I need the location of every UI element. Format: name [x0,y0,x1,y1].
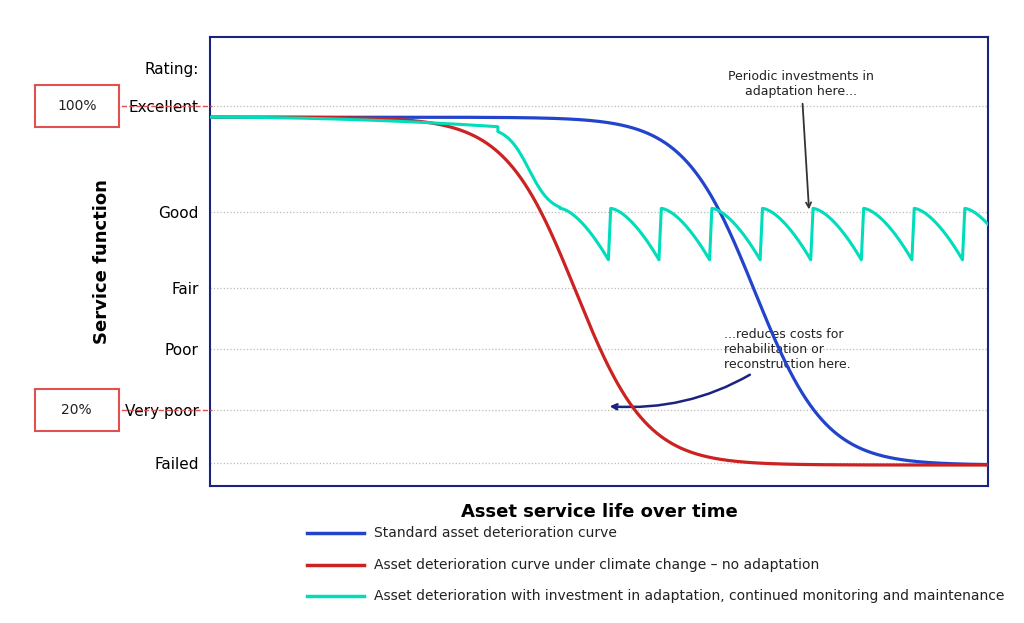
Text: 20%: 20% [61,403,92,417]
Y-axis label: Service function: Service function [93,179,111,344]
X-axis label: Asset service life over time: Asset service life over time [461,503,737,521]
Text: Standard asset deterioration curve: Standard asset deterioration curve [374,526,616,540]
Text: 100%: 100% [57,99,96,113]
Text: Asset deterioration curve under climate change – no adaptation: Asset deterioration curve under climate … [374,558,819,572]
Text: ...reduces costs for
rehabilitation or
reconstruction here.: ...reduces costs for rehabilitation or r… [612,328,850,409]
Text: Asset deterioration with investment in adaptation, continued monitoring and main: Asset deterioration with investment in a… [374,589,1005,603]
Text: Periodic investments in
adaptation here...: Periodic investments in adaptation here.… [728,70,874,207]
